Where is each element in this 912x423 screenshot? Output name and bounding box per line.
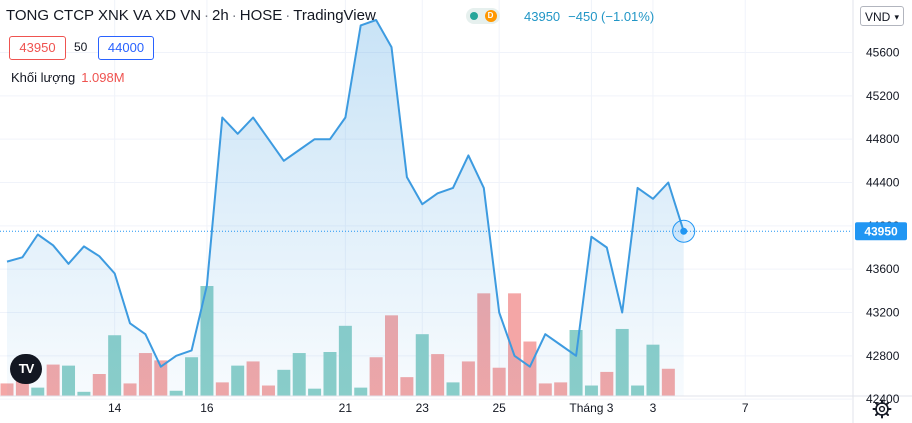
delayed-data-badge: D — [484, 10, 497, 22]
y-tick-label: 45600 — [866, 46, 900, 60]
volume-label: Khối lượng — [11, 70, 76, 85]
x-tick-label: 14 — [108, 401, 122, 415]
x-tick-label: Tháng 3 — [569, 401, 613, 415]
y-tick-label: 44800 — [866, 132, 900, 146]
spread-value: 50 — [74, 40, 88, 54]
market-status[interactable]: D — [466, 8, 500, 24]
last-price: 43950 — [524, 9, 561, 24]
y-tick-label: 45200 — [866, 89, 900, 103]
exchange-label: HOSE — [239, 7, 283, 24]
last-point-marker — [672, 219, 696, 243]
symbol-header: TONG CTCP XNK VA XD VN · 2h · HOSE · TradingVi… — [6, 7, 376, 24]
currency-select[interactable]: VND ▾ — [860, 6, 904, 26]
buy-price-button[interactable]: 44000 — [98, 36, 154, 60]
x-tick-label: 25 — [492, 401, 506, 415]
price-area — [7, 20, 684, 396]
x-tick-label: 21 — [339, 401, 353, 415]
price-readout: 43950 −450 (−1.01%) — [524, 9, 662, 24]
gear-icon[interactable] — [872, 399, 892, 419]
price-line — [6, 19, 685, 368]
current-price-label: 43950 — [855, 222, 907, 241]
volume-value: 1.098M — [81, 70, 125, 85]
tradingview-logo-icon[interactable]: TV — [10, 354, 42, 384]
market-open-icon — [469, 12, 478, 20]
price-series-line — [6, 19, 685, 368]
x-tick-label: 3 — [650, 401, 657, 415]
volume-legend: Khối lượng 1.098M — [11, 70, 125, 85]
y-tick-label: 43600 — [866, 262, 900, 276]
y-tick-label: 43200 — [866, 306, 900, 320]
x-tick-label: 23 — [416, 401, 430, 415]
last-point-dot — [680, 227, 688, 235]
x-tick-label: 16 — [200, 401, 214, 415]
chevron-down-icon: ▾ — [894, 12, 899, 22]
y-tick-label: 42800 — [866, 349, 900, 363]
time-axis[interactable]: 14 16 21 23 25 Tháng 3 3 7 — [108, 401, 749, 415]
price-area-fill — [7, 20, 684, 396]
price-change: −450 (−1.01%) — [568, 9, 655, 24]
currency-label: VND — [865, 10, 891, 24]
symbol-name: TONG CTCP XNK VA XD VN — [6, 7, 202, 24]
x-tick-label: 7 — [742, 401, 749, 415]
y-tick-label: 44400 — [866, 176, 900, 190]
provider-label: TradingView — [293, 7, 376, 24]
y-tick-label: 42400 — [866, 392, 900, 406]
sell-price-button[interactable]: 43950 — [9, 36, 66, 60]
interval-label[interactable]: 2h — [212, 7, 229, 24]
current-price-tag: 43950 — [864, 224, 898, 238]
